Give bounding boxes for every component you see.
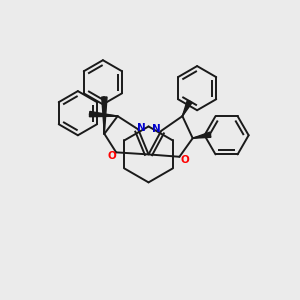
- Polygon shape: [182, 100, 192, 116]
- Text: O: O: [180, 155, 189, 165]
- Text: N: N: [152, 124, 161, 134]
- Polygon shape: [193, 132, 211, 138]
- Text: N: N: [137, 123, 146, 133]
- Text: O: O: [107, 151, 116, 161]
- Polygon shape: [89, 111, 118, 117]
- Polygon shape: [102, 97, 107, 134]
